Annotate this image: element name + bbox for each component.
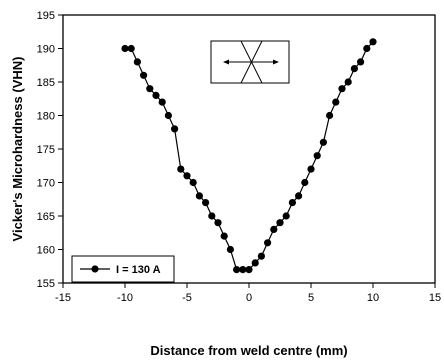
y-tick-label: 195 [37, 10, 55, 22]
data-point [338, 85, 346, 93]
data-point [245, 266, 253, 274]
data-point [202, 199, 210, 207]
data-point [326, 111, 334, 120]
x-tick-label: 0 [246, 292, 252, 304]
data-point [276, 219, 284, 227]
data-point [350, 65, 358, 73]
data-point [177, 165, 185, 173]
data-point [127, 44, 135, 53]
data-point [164, 111, 172, 120]
data-point [251, 259, 259, 267]
data-point [189, 178, 197, 187]
data-point [288, 199, 296, 207]
data-point [171, 125, 179, 133]
y-tick-label: 155 [37, 278, 55, 290]
data-point [357, 58, 365, 66]
y-tick-label: 185 [37, 77, 55, 89]
data-point [319, 138, 327, 146]
legend-label: I = 130 A [116, 264, 161, 276]
y-tick-label: 165 [37, 211, 55, 223]
series-layer [121, 38, 377, 274]
x-tick-label: 15 [429, 292, 441, 304]
x-tick-label: -5 [182, 292, 192, 304]
y-tick-label: 180 [37, 111, 55, 123]
y-tick-label: 170 [37, 178, 55, 190]
data-point [195, 192, 203, 200]
x-axis-title: Distance from weld centre (mm) [150, 343, 347, 358]
x-tick-label: 5 [308, 292, 314, 304]
data-point [264, 239, 272, 247]
data-point [140, 71, 148, 79]
data-point [282, 212, 290, 220]
data-point [270, 225, 278, 233]
x-tick-label: -15 [55, 292, 71, 304]
weld-profile-schematic-icon [210, 40, 290, 84]
y-tick-label: 175 [37, 144, 55, 156]
data-point [307, 165, 315, 173]
legend-marker-sample [91, 265, 99, 273]
y-axis-title: Vicker's Microhardness (VHN) [10, 57, 25, 242]
y-tick-label: 190 [37, 44, 55, 56]
data-point [344, 78, 352, 86]
data-point [158, 98, 166, 106]
data-point [363, 44, 371, 53]
data-point [133, 58, 141, 66]
data-point [214, 219, 222, 227]
y-axis: 155 160 165 170 175 180 185 190 195 [37, 10, 63, 290]
legend: I = 130 A [71, 255, 175, 283]
x-tick-label: -10 [117, 292, 133, 304]
data-point [239, 266, 247, 274]
data-point [301, 178, 309, 187]
data-point [332, 98, 340, 106]
data-point [208, 212, 216, 220]
data-point [295, 192, 303, 200]
data-point [257, 252, 265, 260]
data-point [121, 44, 129, 53]
y-tick-label: 160 [37, 245, 55, 257]
data-point [152, 91, 160, 99]
x-axis: -15 -10 -5 0 5 10 15 [55, 283, 441, 304]
x-tick-label: 10 [367, 292, 379, 304]
data-point [233, 266, 241, 274]
data-point [183, 172, 191, 180]
data-point [220, 232, 228, 240]
data-point [369, 38, 377, 46]
data-point [226, 245, 234, 254]
data-point [313, 152, 321, 160]
data-point [146, 85, 154, 93]
